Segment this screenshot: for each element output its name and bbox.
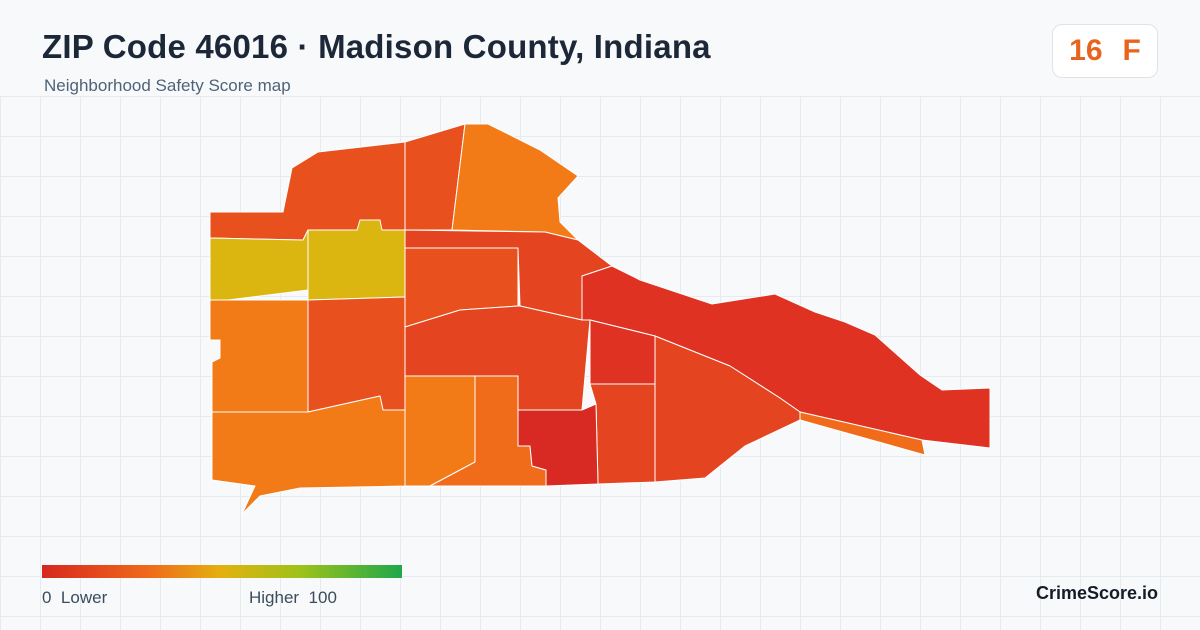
legend-high-text: Higher — [249, 588, 300, 607]
map-region-yellow-east[interactable] — [307, 219, 406, 301]
map-region-west[interactable] — [209, 299, 309, 413]
legend-high-label: Higher 100 — [249, 588, 337, 608]
map-region-yellow-west[interactable] — [209, 229, 309, 301]
map-region-south-center[interactable] — [589, 383, 656, 485]
page-title: ZIP Code 46016 · Madison County, Indiana — [42, 28, 711, 65]
map-region-southwest[interactable] — [211, 395, 406, 515]
legend-gradient-bar — [42, 565, 402, 578]
map-region-south-red[interactable] — [517, 403, 599, 487]
legend-low-value: 0 — [42, 588, 52, 607]
safety-score-grade: F — [1122, 34, 1141, 67]
legend-low-text: Lower — [60, 588, 108, 607]
map-region-southeast-mid[interactable] — [654, 335, 801, 483]
legend-low-label: 0 Lower — [42, 588, 107, 608]
legend-high-value: 100 — [308, 588, 337, 607]
safety-score-badge: 16 F — [1052, 24, 1158, 78]
safety-score-value: 16 — [1069, 34, 1103, 67]
brand-logo-text[interactable]: CrimeScore.io — [1035, 583, 1158, 603]
map-region-west-center[interactable] — [307, 296, 406, 413]
page-subtitle: Neighborhood Safety Score map — [44, 76, 291, 95]
map-region-north-east[interactable] — [451, 123, 579, 241]
